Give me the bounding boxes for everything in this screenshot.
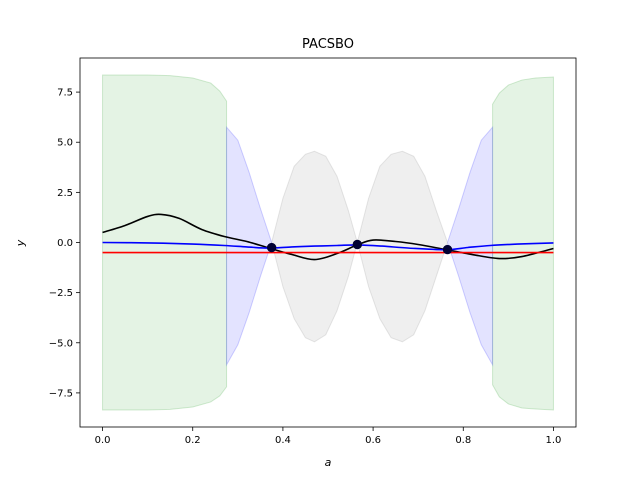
x-axis: 0.0 0.2 0.4 0.6 0.8 1.0: [95, 427, 562, 446]
x-tick-label: 0.4: [275, 435, 291, 446]
y-tick-label: 2.5: [57, 188, 73, 199]
y-axis: 7.5 5.0 2.5 0.0 −2.5 −5.0 −7.5: [49, 88, 80, 399]
blue-band-0: [226, 125, 273, 367]
observation-point: [442, 244, 453, 255]
x-tick-label: 0.8: [455, 435, 471, 446]
observation-point: [352, 239, 363, 250]
y-tick-label: −5.0: [49, 338, 73, 349]
x-axis-label: a: [325, 456, 332, 469]
x-tick-label: 0.0: [95, 435, 111, 446]
y-axis-label: y: [14, 239, 27, 247]
observation-point: [266, 242, 277, 253]
mean-line: [102, 241, 554, 251]
x-tick-label: 1.0: [546, 435, 562, 446]
y-tick-label: 0.0: [57, 238, 73, 249]
plot-area: [102, 74, 554, 411]
y-tick-label: −7.5: [49, 388, 73, 399]
x-tick-label: 0.6: [365, 435, 381, 446]
gray-band-1: [356, 150, 449, 343]
x-tick-label: 0.2: [185, 435, 201, 446]
chart-title: PACSBO: [302, 37, 354, 52]
y-tick-label: −2.5: [49, 288, 73, 299]
y-tick-label: 5.0: [57, 138, 73, 149]
y-tick-label: 7.5: [57, 88, 73, 99]
